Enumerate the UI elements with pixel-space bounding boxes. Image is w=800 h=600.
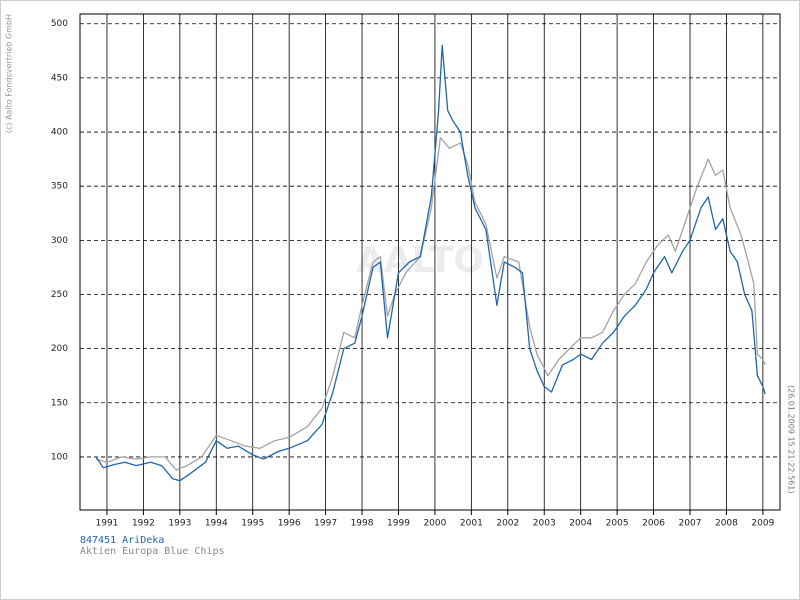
x-tick-label: 1999 [387,519,410,529]
y-tick-label: 400 [51,128,68,138]
x-tick-label: 2003 [533,519,556,529]
x-tick-label: 1995 [241,519,264,529]
x-tick-label: 2004 [569,519,592,529]
y-tick-label: 500 [51,19,68,29]
y-tick-label: 200 [51,344,68,354]
y-tick-label: 450 [51,73,68,83]
copyright: (c) Aalto Fondsvertrieb GmbH [5,14,14,133]
timestamp: (26.01.2009 15:21:22:561) [787,385,796,493]
watermark: AALTO [356,240,484,281]
x-tick-label: 2005 [606,519,629,529]
legend-label: Aktien Europa Blue Chips [80,546,225,557]
x-tick-label: 2007 [679,519,702,529]
y-tick-label: 250 [51,290,68,300]
series-line [95,136,766,471]
x-tick-label: 1992 [132,519,155,529]
x-tick-label: 2002 [496,519,519,529]
legend-label: 847451 AriDeka [80,535,164,546]
series-line [95,44,766,482]
x-tick-label: 1991 [96,519,119,529]
x-tick-label: 2009 [751,519,774,529]
y-tick-label: 150 [51,398,68,408]
x-tick-label: 2001 [460,519,483,529]
y-tick-label: 350 [51,182,68,192]
x-tick-label: 1997 [314,519,337,529]
y-tick-label: 100 [51,452,68,462]
plot-border [79,13,781,511]
x-tick-label: 2008 [715,519,738,529]
x-tick-label: 1994 [205,519,228,529]
y-tick-label: 300 [51,236,68,246]
x-tick-label: 2006 [642,519,665,529]
x-tick-label: 1996 [278,519,301,529]
x-tick-label: 1993 [168,519,191,529]
x-tick-label: 2000 [423,519,446,529]
x-tick-label: 1998 [351,519,374,529]
